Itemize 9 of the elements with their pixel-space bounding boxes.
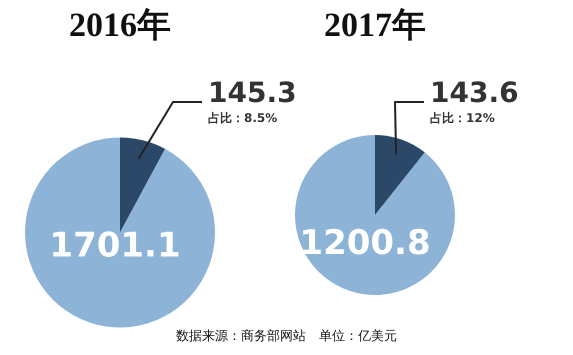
data-label: 143.6	[430, 76, 519, 109]
text: 占比：8.5%	[208, 111, 278, 125]
source-note: 数据来源：商务部网站 单位：亿美元	[175, 328, 398, 345]
data-label: 1200.8	[299, 222, 431, 263]
chart-title: 2017年	[324, 6, 426, 46]
chart-title: 2016年	[69, 6, 171, 46]
text: 占比：12%	[430, 111, 495, 125]
data-label: 145.3	[208, 76, 297, 109]
data-label: 1701.1	[49, 225, 181, 266]
